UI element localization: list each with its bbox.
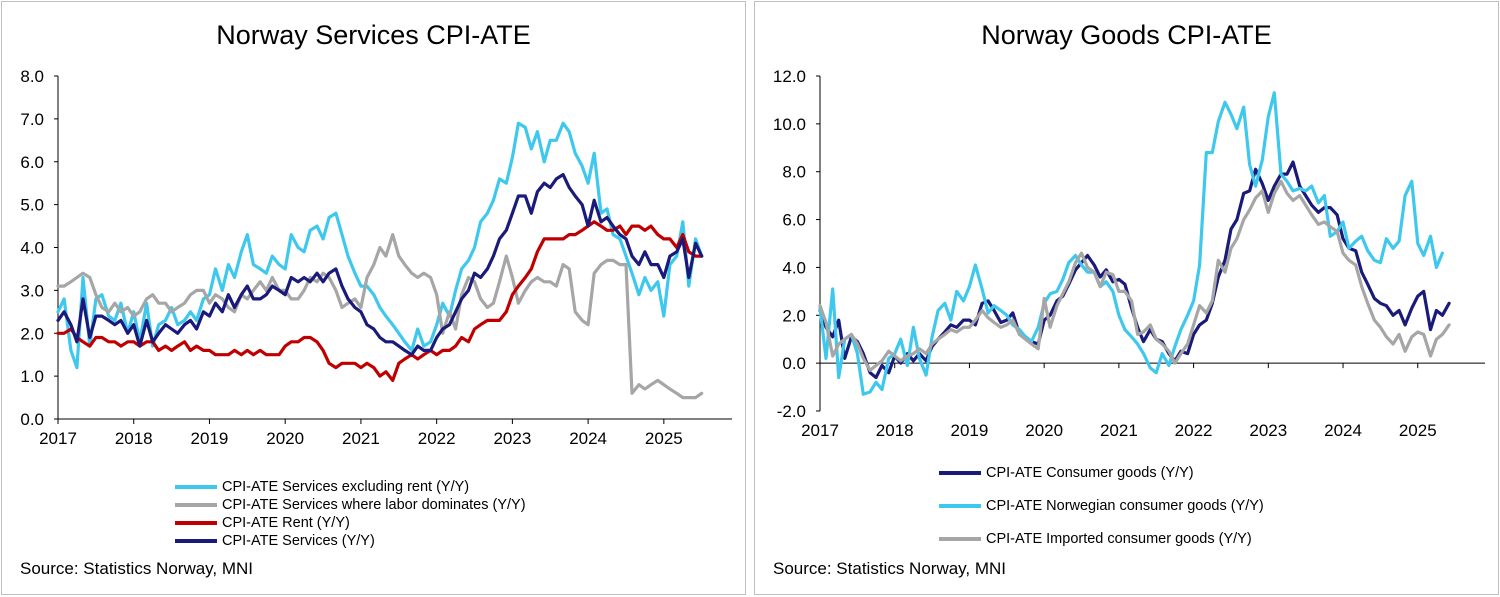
legend-swatch: [175, 539, 217, 543]
legend-swatch: [939, 503, 981, 508]
y-tick-label: 10.0: [773, 115, 806, 134]
y-tick-label: 4.0: [20, 239, 44, 258]
legend-swatch: [939, 536, 981, 541]
legend-item: CPI-ATE Consumer goods (Y/Y): [939, 456, 1264, 489]
x-tick-label: 2017: [39, 429, 77, 448]
legend-item: CPI-ATE Imported consumer goods (Y/Y): [939, 522, 1264, 555]
legend-item: CPI-ATE Services excluding rent (Y/Y): [175, 478, 526, 496]
y-tick-label: 3.0: [20, 281, 44, 300]
legend-label: CPI-ATE Services (Y/Y): [222, 533, 375, 549]
legend-label: CPI-ATE Norwegian consumer goods (Y/Y): [986, 497, 1264, 514]
x-tick-label: 2021: [342, 429, 380, 448]
legend-swatch: [175, 521, 217, 525]
y-tick-label: 4.0: [782, 258, 806, 277]
x-tick-label: 2024: [569, 429, 607, 448]
y-tick-label: 2.0: [20, 324, 44, 343]
y-tick-label: 8.0: [20, 67, 44, 86]
legend-swatch: [175, 503, 217, 507]
chart-legend: CPI-ATE Services excluding rent (Y/Y) CP…: [175, 478, 526, 550]
source-note: Source: Statistics Norway, MNI: [773, 559, 1007, 578]
legend-label: CPI-ATE Services where labor dominates (…: [222, 497, 526, 513]
x-tick-label: 2022: [418, 429, 456, 448]
goods-chart-panel: Norway Goods CPI-ATE -2.0 0.0 2.0 4.0 6.0 8.0…: [754, 1, 1499, 595]
x-tick-label: 2019: [191, 429, 229, 448]
legend-label: CPI-ATE Rent (Y/Y): [222, 515, 350, 531]
legend-item: CPI-ATE Services where labor dominates (…: [175, 496, 526, 514]
series-line: [56, 233, 704, 400]
series-line: [818, 179, 1451, 372]
x-tick-label: 2019: [951, 421, 989, 440]
legend-item: CPI-ATE Rent (Y/Y): [175, 514, 526, 532]
goods-chart-plot: -2.0 0.0 2.0 4.0 6.0 8.0 10.0 12.0 2017 2018 2019 2…: [773, 67, 1485, 440]
y-tick-label: -2.0: [777, 402, 806, 421]
legend-swatch: [175, 485, 217, 489]
y-tick-label: 1.0: [20, 367, 44, 386]
source-note: Source: Statistics Norway, MNI: [20, 559, 254, 578]
chart-title: Norway Goods CPI-ATE: [981, 20, 1272, 50]
y-tick-label: 6.0: [782, 211, 806, 230]
x-tick-label: 2018: [876, 421, 914, 440]
y-tick-label: 7.0: [20, 110, 44, 129]
legend-label: CPI-ATE Imported consumer goods (Y/Y): [986, 530, 1252, 547]
x-tick-label: 2025: [645, 429, 683, 448]
chart-title: Norway Services CPI-ATE: [216, 20, 531, 50]
x-tick-label: 2018: [115, 429, 153, 448]
series-line: [818, 160, 1451, 380]
x-tick-label: 2020: [1025, 421, 1063, 440]
services-chart-panel: Norway Services CPI-ATE 0.0 1.0 2.0 3.0 4.0 5…: [1, 1, 746, 595]
legend-item: CPI-ATE Norwegian consumer goods (Y/Y): [939, 489, 1264, 522]
y-tick-label: 12.0: [773, 67, 806, 86]
legend-item: CPI-ATE Services (Y/Y): [175, 532, 526, 550]
y-tick-label: 0.0: [782, 354, 806, 373]
services-chart-plot: 0.0 1.0 2.0 3.0 4.0 5.0 6.0 7.0 8.0 2017 2018 2019 2…: [20, 67, 732, 448]
y-tick-label: 6.0: [20, 153, 44, 172]
legend-label: CPI-ATE Services excluding rent (Y/Y): [222, 479, 470, 495]
y-tick-label: 5.0: [20, 196, 44, 215]
x-tick-label: 2020: [266, 429, 304, 448]
y-tick-label: 2.0: [782, 306, 806, 325]
series-line: [56, 173, 704, 357]
series-line: [56, 220, 704, 382]
y-tick-label: 0.0: [20, 410, 44, 429]
y-tick-label: 8.0: [782, 163, 806, 182]
x-tick-label: 2023: [493, 429, 531, 448]
legend-label: CPI-ATE Consumer goods (Y/Y): [986, 464, 1194, 481]
x-tick-label: 2025: [1399, 421, 1437, 440]
x-tick-label: 2017: [801, 421, 839, 440]
x-tick-label: 2021: [1100, 421, 1138, 440]
x-tick-label: 2022: [1175, 421, 1213, 440]
x-tick-label: 2023: [1249, 421, 1287, 440]
x-tick-label: 2024: [1324, 421, 1362, 440]
legend-swatch: [939, 470, 981, 475]
series-line: [818, 91, 1444, 396]
series-line: [56, 121, 704, 370]
chart-legend: CPI-ATE Consumer goods (Y/Y) CPI-ATE Nor…: [939, 456, 1264, 555]
